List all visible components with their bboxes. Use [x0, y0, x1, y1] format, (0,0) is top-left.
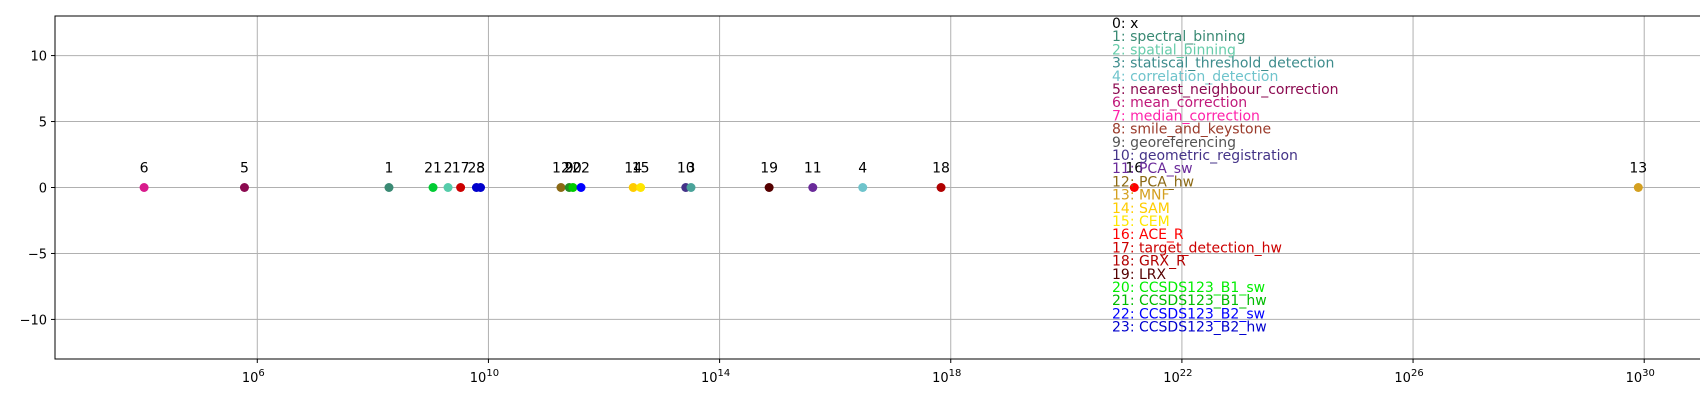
- y-tick-label: 10: [30, 50, 47, 65]
- legend-entry: 16: ACE_R: [1112, 227, 1184, 243]
- legend-entry: 17: target_detection_hw: [1112, 240, 1282, 256]
- legend-entry: 7: median_correction: [1112, 108, 1260, 124]
- grid: [55, 16, 1700, 359]
- data-point-label: 20: [564, 161, 582, 177]
- data-point-label: 16: [1125, 161, 1143, 177]
- legend-entry: 12: PCA_hw: [1112, 174, 1194, 190]
- data-point-label: 6: [140, 161, 149, 177]
- y-tick-label: −10: [20, 313, 47, 328]
- data-point-label: 23: [468, 161, 486, 177]
- plot-frame: [54, 15, 1700, 360]
- legend-entry: 20: CCSDS123_B1_sw: [1112, 280, 1265, 296]
- legend-entry: 0: x: [1112, 16, 1138, 32]
- data-point: [808, 183, 818, 192]
- data-point: [1129, 183, 1139, 192]
- data-point: [686, 183, 696, 192]
- x-tick-label: 1022: [1163, 368, 1192, 386]
- data-point-label: 15: [632, 161, 650, 177]
- x-tick-label: 1026: [1394, 368, 1423, 386]
- data-point: [936, 183, 946, 192]
- x-tick-label: 106: [242, 368, 265, 386]
- data-point: [576, 183, 586, 192]
- legend-entry: 13: MNF: [1112, 188, 1170, 204]
- data-point: [764, 183, 774, 192]
- data-point-label: 10: [677, 161, 695, 177]
- data-point-label: 2: [444, 161, 453, 177]
- legend-entry: 8: smile_and_keystone: [1112, 122, 1271, 138]
- data-point: [568, 183, 578, 192]
- legend-entry: 19: LRX: [1112, 267, 1167, 283]
- data-point-label: 4: [858, 161, 867, 177]
- legend-entry: 14: SAM: [1112, 201, 1170, 217]
- x-tick-label: 1014: [701, 368, 730, 386]
- legend-entry: 22: CCSDS123_B2_sw: [1112, 306, 1265, 322]
- data-point-label: 13: [1629, 161, 1647, 177]
- legend-entry: 15: CEM: [1112, 214, 1170, 230]
- legend-entry: 1: spectral_binning: [1112, 29, 1245, 45]
- data-point-label: 19: [760, 161, 778, 177]
- data-point: [1633, 183, 1643, 192]
- data-point-label: 5: [240, 161, 249, 177]
- legend-entry: 10: geometric_registration: [1112, 148, 1298, 164]
- data-point-label: 9: [565, 161, 574, 177]
- x-tick-label: 1018: [932, 368, 961, 386]
- legend-entry: 4: correlation_detection: [1112, 69, 1278, 85]
- legend-entry: 23: CCSDS123_B2_hw: [1112, 320, 1267, 336]
- legend-entry: 5: nearest_neighbour_correction: [1112, 82, 1339, 98]
- data-point: [456, 183, 466, 192]
- data-point: [636, 183, 646, 192]
- data-point-label: 3: [687, 161, 696, 177]
- data-point: [139, 183, 149, 192]
- data-point: [428, 183, 438, 192]
- data-point-label: 11: [804, 161, 822, 177]
- data-point: [858, 183, 868, 192]
- data-point-label: 12: [552, 161, 570, 177]
- legend-entry: 18: GRX_R: [1112, 254, 1186, 270]
- data-point: [628, 183, 638, 192]
- legend-entry: 6: mean_correction: [1112, 95, 1247, 111]
- y-tick-label: −5: [28, 247, 47, 262]
- data-point-label: 1: [385, 161, 394, 177]
- data-point-label: 8: [476, 161, 485, 177]
- y-axis: 10 5 0 −5 −10: [20, 50, 55, 328]
- y-tick-label: 5: [39, 116, 47, 131]
- x-tick-label: 1010: [470, 368, 499, 386]
- legend-entry: 21: CCSDS123_B1_hw: [1112, 293, 1267, 309]
- data-point: [556, 183, 566, 192]
- x-axis: 106 1010 1014 1018 1022 1026 1030: [242, 359, 1655, 386]
- data-point: [443, 183, 453, 192]
- legend-entry: 2: spatial_binning: [1112, 42, 1236, 58]
- data-point-label: 14: [624, 161, 642, 177]
- data-point: [384, 183, 394, 192]
- y-tick-label: 0: [39, 182, 47, 197]
- legend-entry: 11: PCA_sw: [1112, 161, 1193, 177]
- x-tick-label: 1030: [1626, 368, 1655, 386]
- legend-entry: 3: statiscal_threshold_detection: [1112, 56, 1334, 72]
- data-point: [476, 183, 486, 192]
- data-point: [239, 183, 249, 192]
- data-point-label: 21: [424, 161, 442, 177]
- data-point-label: 22: [572, 161, 590, 177]
- data-point-label: 18: [932, 161, 950, 177]
- data-point-label: 17: [452, 161, 470, 177]
- legend-entry: 9: georeferencing: [1112, 135, 1236, 151]
